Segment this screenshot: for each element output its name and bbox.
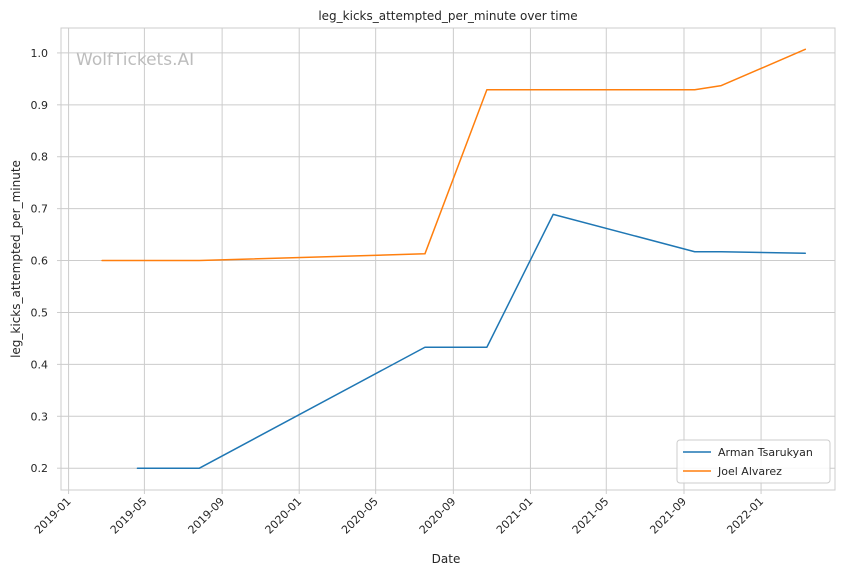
legend-label: Joel Alvarez <box>717 465 782 478</box>
plot-frame <box>60 27 836 491</box>
legend: Arman Tsarukyan Joel Alvarez <box>676 439 831 484</box>
y-tick-label: 0.4 <box>31 358 49 371</box>
y-axis-ticks: 0.2 0.3 0.4 0.5 0.6 0.7 0.8 0.9 1.0 <box>31 47 61 475</box>
y-tick-label: 0.2 <box>31 462 49 475</box>
y-tick-label: 0.3 <box>31 410 49 423</box>
plot-area <box>61 28 835 490</box>
legend-entries: Arman Tsarukyan Joel Alvarez <box>683 446 813 478</box>
watermark: WolfTickets.AI <box>76 50 194 70</box>
y-axis-title: leg_kicks_attempted_per_minute <box>9 160 23 358</box>
y-tick-label: 0.9 <box>31 99 49 112</box>
y-tick-label: 0.7 <box>31 203 49 216</box>
y-tick-label: 0.8 <box>31 151 49 164</box>
series-lines <box>101 48 807 469</box>
series-line <box>101 48 807 262</box>
series-line <box>136 213 807 469</box>
chart-title: leg_kicks_attempted_per_minute over time <box>318 9 577 23</box>
legend-label: Arman Tsarukyan <box>718 446 813 459</box>
y-tick-label: 1.0 <box>31 47 49 60</box>
grid <box>61 28 835 490</box>
y-tick-label: 0.6 <box>31 255 49 268</box>
y-tick-label: 0.5 <box>31 306 49 319</box>
legend-box <box>676 439 831 484</box>
x-axis-title: Date <box>432 552 461 566</box>
